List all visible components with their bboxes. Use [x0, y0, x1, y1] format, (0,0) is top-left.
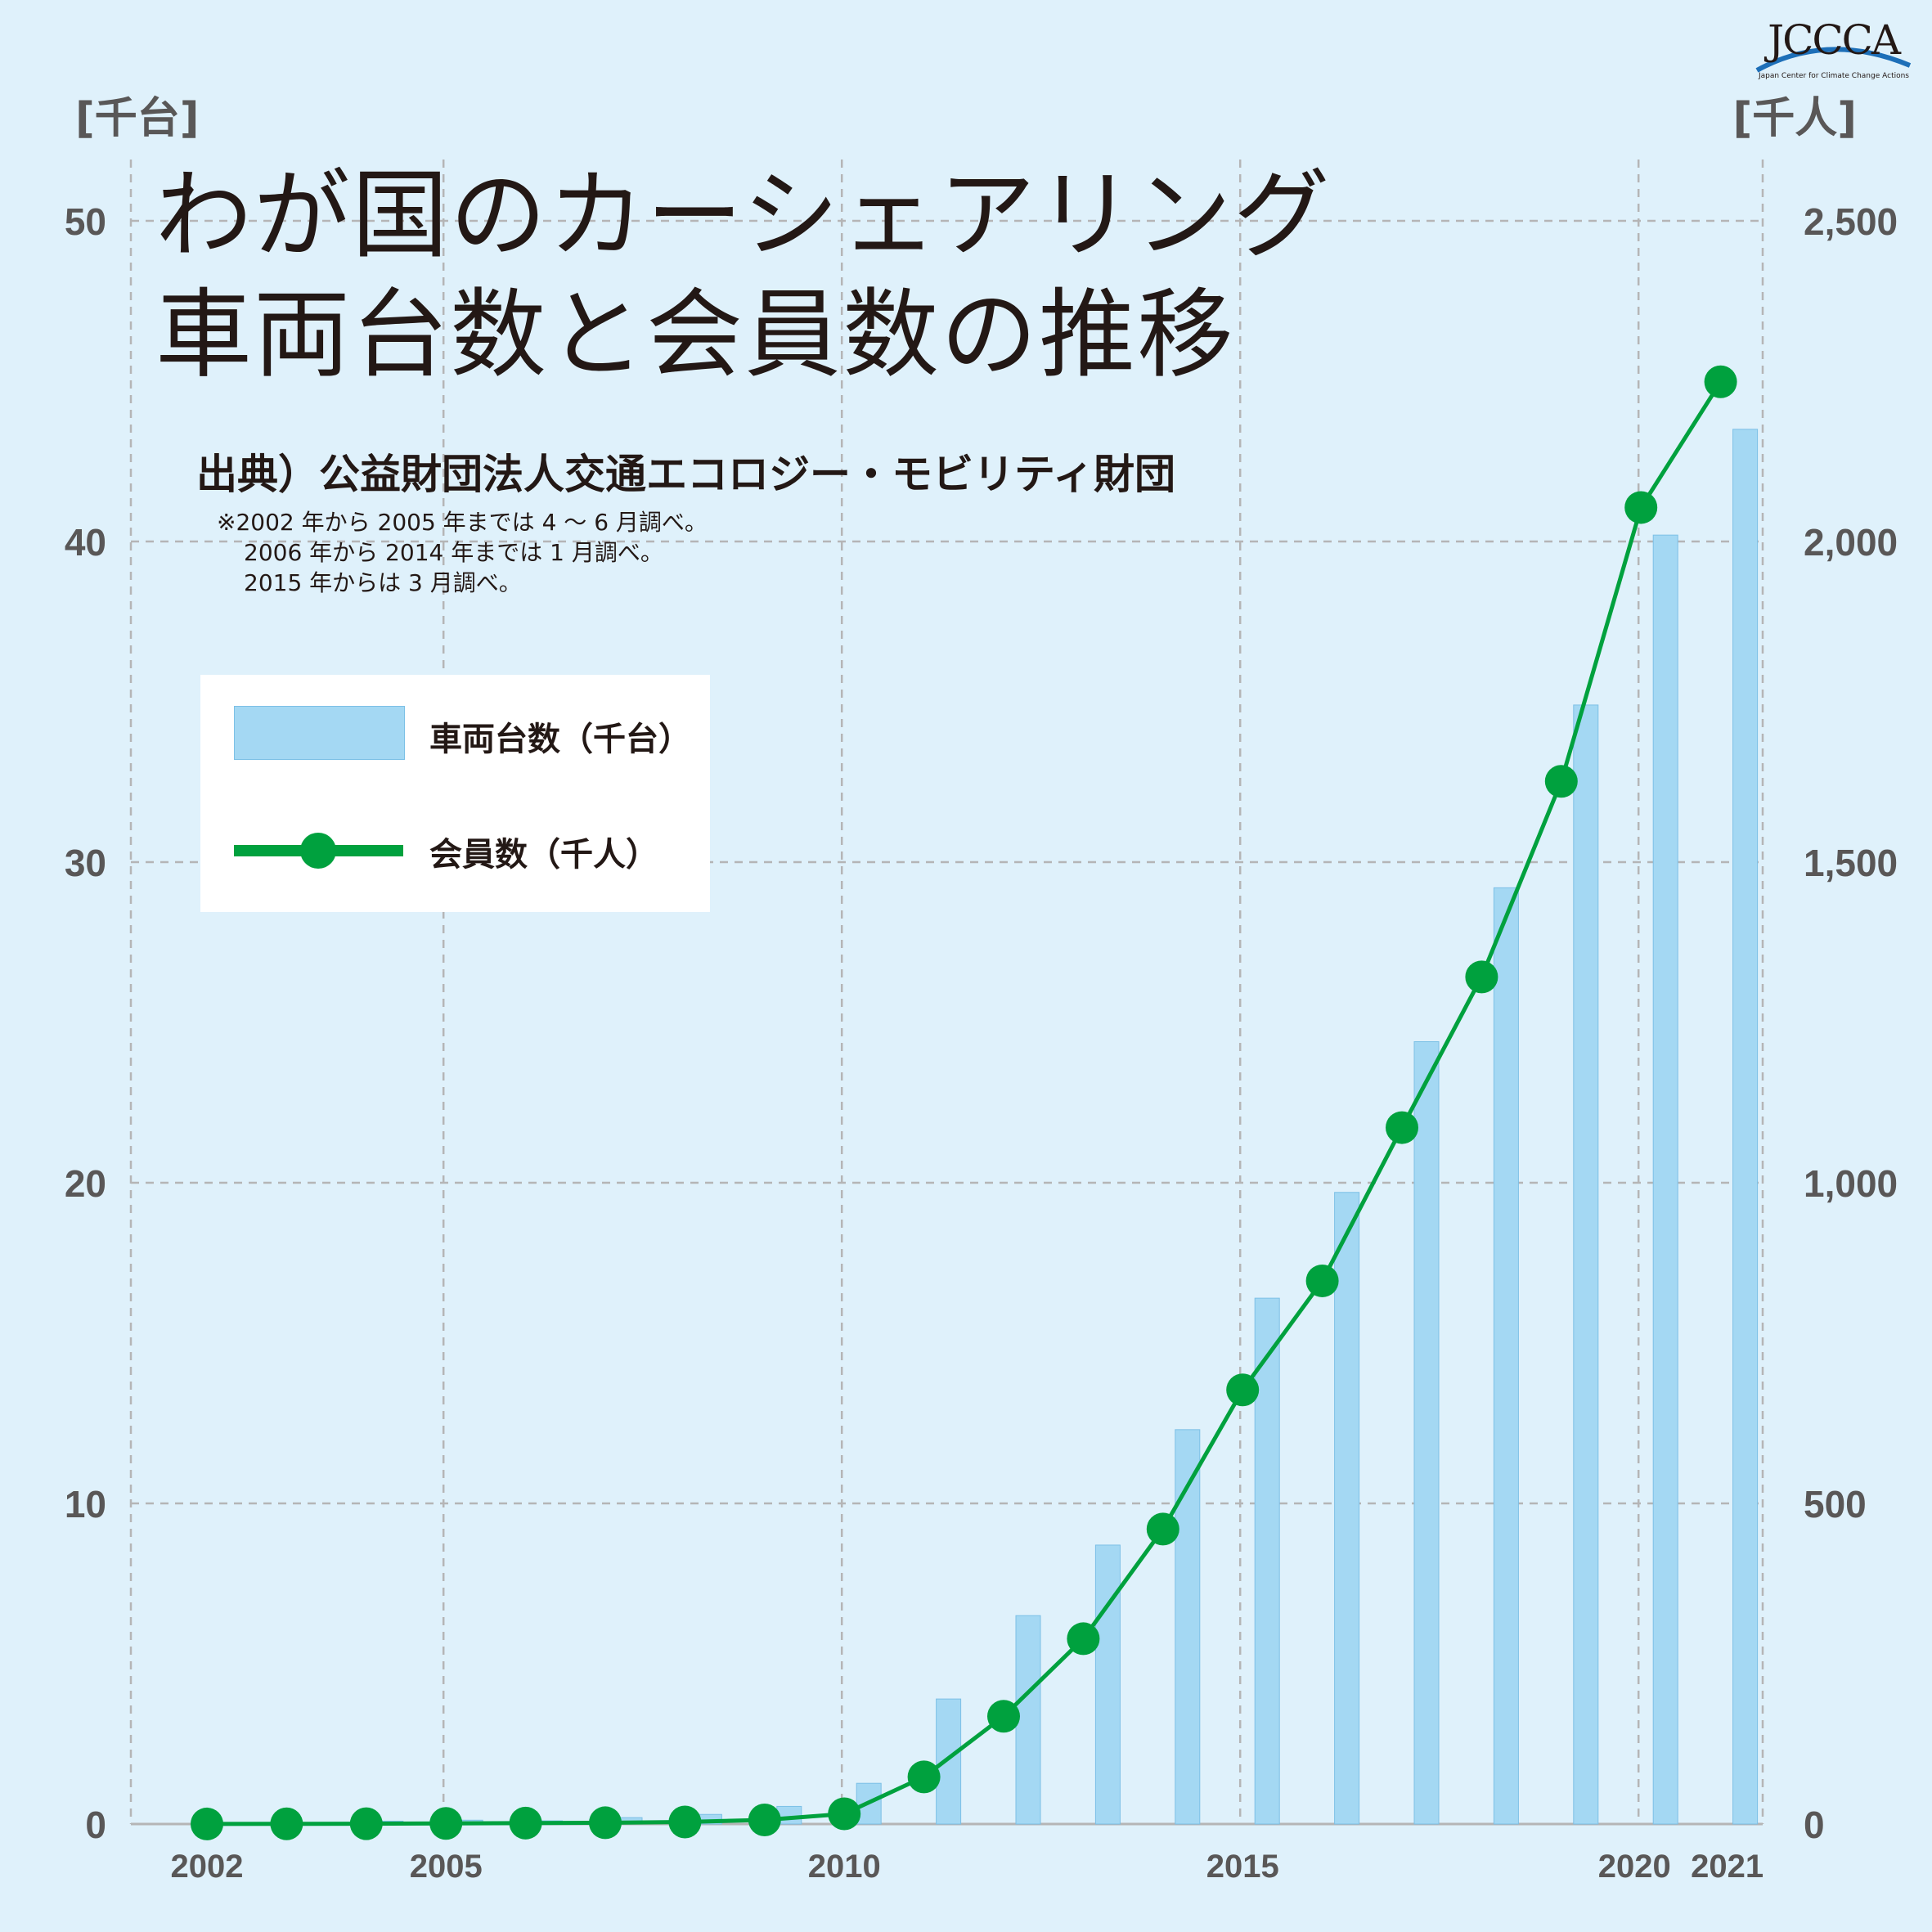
chart-title: わが国のカーシェアリング 車両台数と会員数の推移 — [155, 155, 1332, 394]
point-members — [748, 1803, 781, 1836]
left-tick-label: 40 — [65, 521, 106, 564]
bar-vehicles — [1652, 534, 1678, 1825]
line-series — [191, 365, 1737, 1840]
point-members — [1146, 1512, 1179, 1546]
right-tick-label: 2,000 — [1804, 521, 1898, 564]
x-tick-label: 2010 — [808, 1849, 881, 1885]
left-tick-label: 30 — [65, 842, 106, 884]
point-members — [1544, 765, 1578, 798]
bar-vehicles — [1175, 1429, 1201, 1825]
logo-subtext: Japan Center for Climate Change Actions — [1758, 72, 1909, 80]
x-tick-label: 2005 — [410, 1849, 483, 1885]
point-members — [668, 1805, 702, 1839]
point-members — [270, 1807, 303, 1840]
right-tick-label: 1,500 — [1804, 842, 1898, 884]
note-line: 2006 年から 2014 年までは 1 月調べ。 — [244, 539, 663, 566]
point-members — [589, 1806, 622, 1840]
bar-vehicles — [1493, 887, 1519, 1825]
x-tick-label: 2002 — [171, 1849, 244, 1885]
right-tick-label: 1,000 — [1804, 1162, 1898, 1205]
x-tick-label: 2021 — [1691, 1849, 1764, 1885]
left-axis-unit: [千台] — [75, 94, 200, 143]
note-line: 2015 年からは 3 月調べ。 — [244, 569, 522, 596]
point-members — [429, 1807, 463, 1840]
note-line: ※2002 年から 2005 年までは 4 〜 6 月調べ。 — [217, 509, 708, 536]
point-members — [191, 1807, 223, 1840]
bar-vehicles — [1254, 1297, 1280, 1825]
bar-vehicles — [1573, 704, 1599, 1825]
point-members — [509, 1806, 542, 1840]
bar-vehicles — [1334, 1192, 1360, 1825]
point-members — [1067, 1622, 1100, 1656]
x-tick-label: 2015 — [1206, 1849, 1279, 1885]
point-members — [1305, 1264, 1339, 1297]
source-credit: 出典）公益財団法人交通エコロジー・モビリティ財団 — [196, 451, 1175, 498]
left-tick-label: 50 — [65, 200, 106, 243]
point-members — [1624, 491, 1658, 524]
point-members — [1226, 1373, 1260, 1407]
bar-vehicles — [1094, 1544, 1121, 1825]
logo-wordmark: JCCCA — [1768, 16, 1901, 64]
point-members — [1465, 960, 1498, 994]
legend-label-vehicles: 車両台数（千台） — [429, 721, 691, 758]
left-tick-label: 20 — [65, 1162, 106, 1205]
point-members — [987, 1700, 1020, 1733]
bar-series — [218, 429, 1759, 1825]
right-tick-label: 500 — [1804, 1483, 1867, 1525]
right-tick-label: 0 — [1804, 1804, 1825, 1846]
point-members — [1704, 365, 1737, 398]
right-tick-label: 2,500 — [1804, 200, 1898, 243]
legend: 車両台数（千台） 会員数（千人） — [200, 675, 710, 912]
bar-vehicles — [936, 1698, 962, 1825]
legend-bar-swatch — [234, 706, 405, 760]
bar-vehicles — [1413, 1041, 1440, 1825]
jccca-logo — [1750, 15, 1914, 88]
right-axis-unit: [千人] — [1732, 94, 1857, 143]
survey-notes: ※2002 年から 2005 年までは 4 〜 6 月調べ。 2006 年から … — [217, 507, 708, 598]
title-line-1: わが国のカーシェアリング — [155, 159, 1332, 272]
point-members — [907, 1760, 941, 1794]
legend-marker-swatch — [300, 833, 336, 869]
x-tick-label: 2020 — [1598, 1849, 1671, 1885]
point-members — [1386, 1111, 1418, 1144]
logo-arc — [1755, 47, 1912, 73]
left-tick-label: 0 — [85, 1804, 106, 1846]
legend-label-members: 会員数（千人） — [429, 836, 658, 874]
title-line-2: 車両台数と会員数の推移 — [155, 278, 1236, 391]
point-members — [349, 1807, 383, 1840]
bar-vehicles — [1732, 429, 1759, 1825]
point-members — [828, 1797, 861, 1831]
left-tick-label: 10 — [65, 1483, 106, 1525]
